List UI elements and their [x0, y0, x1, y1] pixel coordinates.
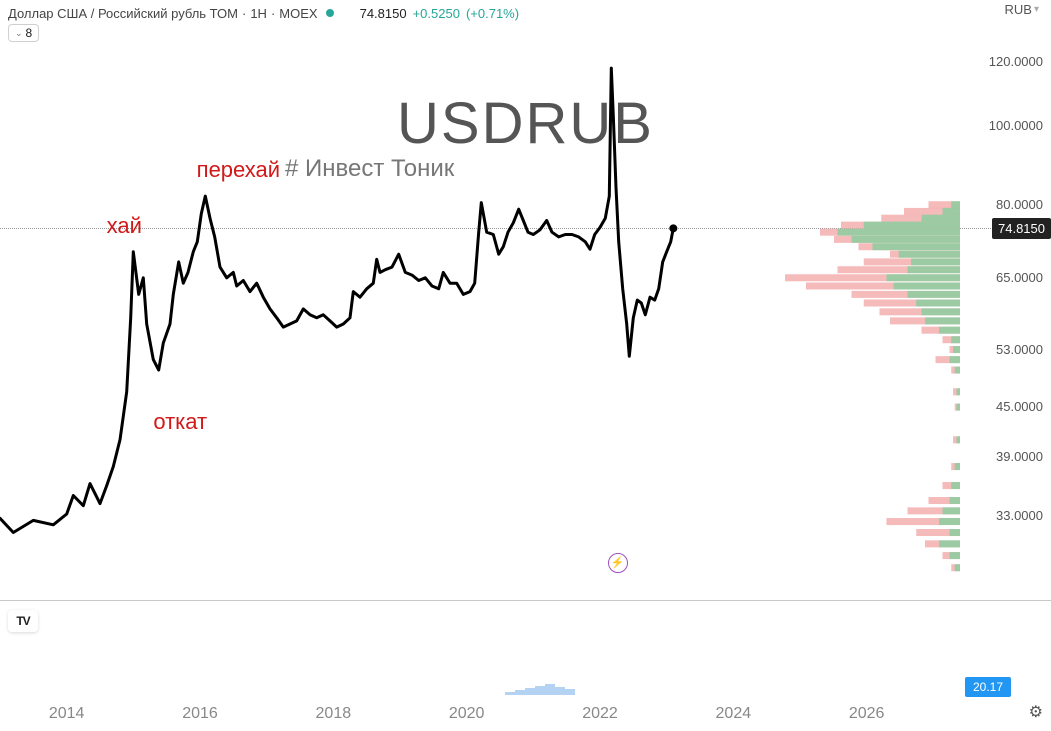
y-tick-label: 65.0000: [996, 270, 1043, 285]
x-axis[interactable]: 2014 2016 2018 2020 2022 2024 2026: [0, 691, 1051, 731]
y-tick-label: 120.0000: [989, 54, 1043, 69]
x-tick-label: 2020: [449, 705, 485, 723]
chart-header: Доллар США / Российский рубль ТОМ · 1Н ·…: [0, 0, 1051, 24]
y-tick-label: 45.0000: [996, 399, 1043, 414]
y-tick-label: 80.0000: [996, 197, 1043, 212]
tradingview-logo[interactable]: TV: [8, 610, 38, 632]
currency-selector[interactable]: RUB ▾: [1005, 2, 1039, 17]
annotation-hai: хай: [107, 213, 142, 239]
y-tick-label: 100.0000: [989, 118, 1043, 133]
x-tick-label: 2018: [316, 705, 352, 723]
chevron-down-icon: ⌄: [15, 25, 23, 41]
indicator-count-value: 8: [26, 25, 33, 41]
chevron-down-icon: ▾: [1034, 4, 1039, 15]
price-line-chart: [0, 45, 960, 600]
x-tick-label: 2016: [182, 705, 218, 723]
price-change-pct: (+0.71%): [466, 6, 519, 21]
price-change-abs: +0.5250: [413, 6, 460, 21]
instrument-name[interactable]: Доллар США / Российский рубль ТОМ: [8, 6, 238, 21]
y-tick-label: 53.0000: [996, 342, 1043, 357]
y-tick-label: 33.0000: [996, 508, 1043, 523]
annotation-otkat: откат: [153, 409, 207, 435]
x-tick-label: 2024: [716, 705, 752, 723]
x-tick-label: 2022: [582, 705, 618, 723]
x-tick-label: 2014: [49, 705, 85, 723]
panel-separator: [0, 600, 1051, 601]
dot-sep: ·: [242, 6, 246, 21]
exchange-label[interactable]: MOEX: [279, 6, 317, 21]
market-status-dot: [326, 9, 334, 17]
annotation-perehai: перехай: [197, 157, 280, 183]
last-price-flag: 74.8150: [992, 218, 1051, 239]
interval-label[interactable]: 1Н: [250, 6, 267, 21]
chart-area[interactable]: USDRUB # Инвест Тоник 74.8150 хай переха…: [0, 45, 1051, 600]
indicator-count-dropdown[interactable]: ⌄ 8: [8, 24, 39, 42]
y-tick-label: 39.0000: [996, 449, 1043, 464]
flash-icon[interactable]: ⚡: [608, 553, 628, 573]
dot-sep-2: ·: [271, 6, 275, 21]
x-tick-label: 2026: [849, 705, 885, 723]
last-price: 74.8150: [360, 6, 407, 21]
currency-label: RUB: [1005, 2, 1032, 17]
